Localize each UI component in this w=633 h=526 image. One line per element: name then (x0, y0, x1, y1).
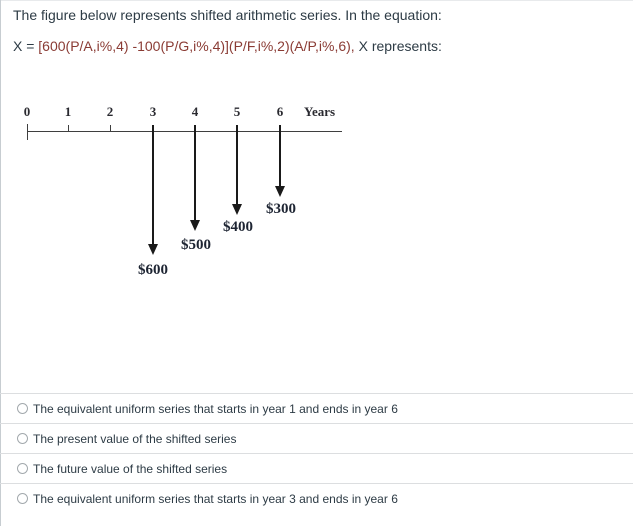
panel-top-border (0, 0, 633, 1)
radio-button[interactable] (17, 433, 28, 444)
question-equation: X = [600(P/A,i%,4) -100(P/G,i%,4)](P/F,i… (13, 38, 442, 55)
radio-button[interactable] (17, 463, 28, 474)
equation-prefix: X = (13, 38, 39, 54)
panel-left-border (0, 0, 1, 526)
question-intro: The figure below represents shifted arit… (13, 7, 442, 23)
tick-year-1 (68, 125, 69, 132)
answer-option-1[interactable]: The equivalent uniform series that start… (0, 393, 633, 423)
cash-flow-arrow-year-6 (279, 125, 281, 186)
tick-year-0 (27, 124, 28, 140)
cash-flow-diagram: 0 1 2 3 4 5 6 Years $600 $500 $400 $300 (23, 104, 342, 278)
answer-options: The equivalent uniform series that start… (0, 393, 633, 513)
answer-option-4[interactable]: The equivalent uniform series that start… (0, 483, 633, 513)
year-tick-label: 0 (23, 104, 31, 119)
answer-option-label: The equivalent uniform series that start… (33, 402, 398, 416)
equation-suffix: X represents: (354, 38, 442, 54)
arrow-head-icon (148, 244, 158, 255)
equation-expression: [600(P/A,i%,4) -100(P/G,i%,4)](P/F,i%,2)… (38, 38, 355, 54)
year-tick-label: 5 (233, 104, 241, 119)
cash-flow-amount: $600 (138, 262, 168, 278)
answer-option-2[interactable]: The present value of the shifted series (0, 423, 633, 453)
year-tick-label: 2 (106, 104, 114, 119)
arrow-head-icon (190, 220, 200, 231)
tick-year-2 (110, 125, 111, 132)
axis-label-years: Years (304, 104, 336, 119)
answer-option-label: The present value of the shifted series (33, 432, 237, 446)
cash-flow-amount: $300 (266, 201, 296, 217)
answer-option-label: The equivalent uniform series that start… (33, 492, 398, 506)
year-tick-label: 4 (191, 104, 199, 119)
cash-flow-amount: $500 (181, 237, 211, 253)
arrow-head-icon (232, 204, 242, 215)
radio-button[interactable] (17, 403, 28, 414)
cash-flow-arrow-year-5 (236, 125, 238, 204)
year-tick-label: 6 (276, 104, 284, 119)
answer-option-3[interactable]: The future value of the shifted series (0, 453, 633, 483)
timeline-axis (27, 131, 342, 132)
answer-option-label: The future value of the shifted series (33, 462, 228, 476)
cash-flow-arrow-year-3 (152, 125, 154, 244)
arrow-head-icon (275, 186, 285, 197)
cash-flow-amount: $400 (223, 219, 253, 235)
year-tick-label: 3 (149, 104, 157, 119)
year-tick-label: 1 (64, 104, 72, 119)
cash-flow-arrow-year-4 (194, 125, 196, 220)
radio-button[interactable] (17, 493, 28, 504)
